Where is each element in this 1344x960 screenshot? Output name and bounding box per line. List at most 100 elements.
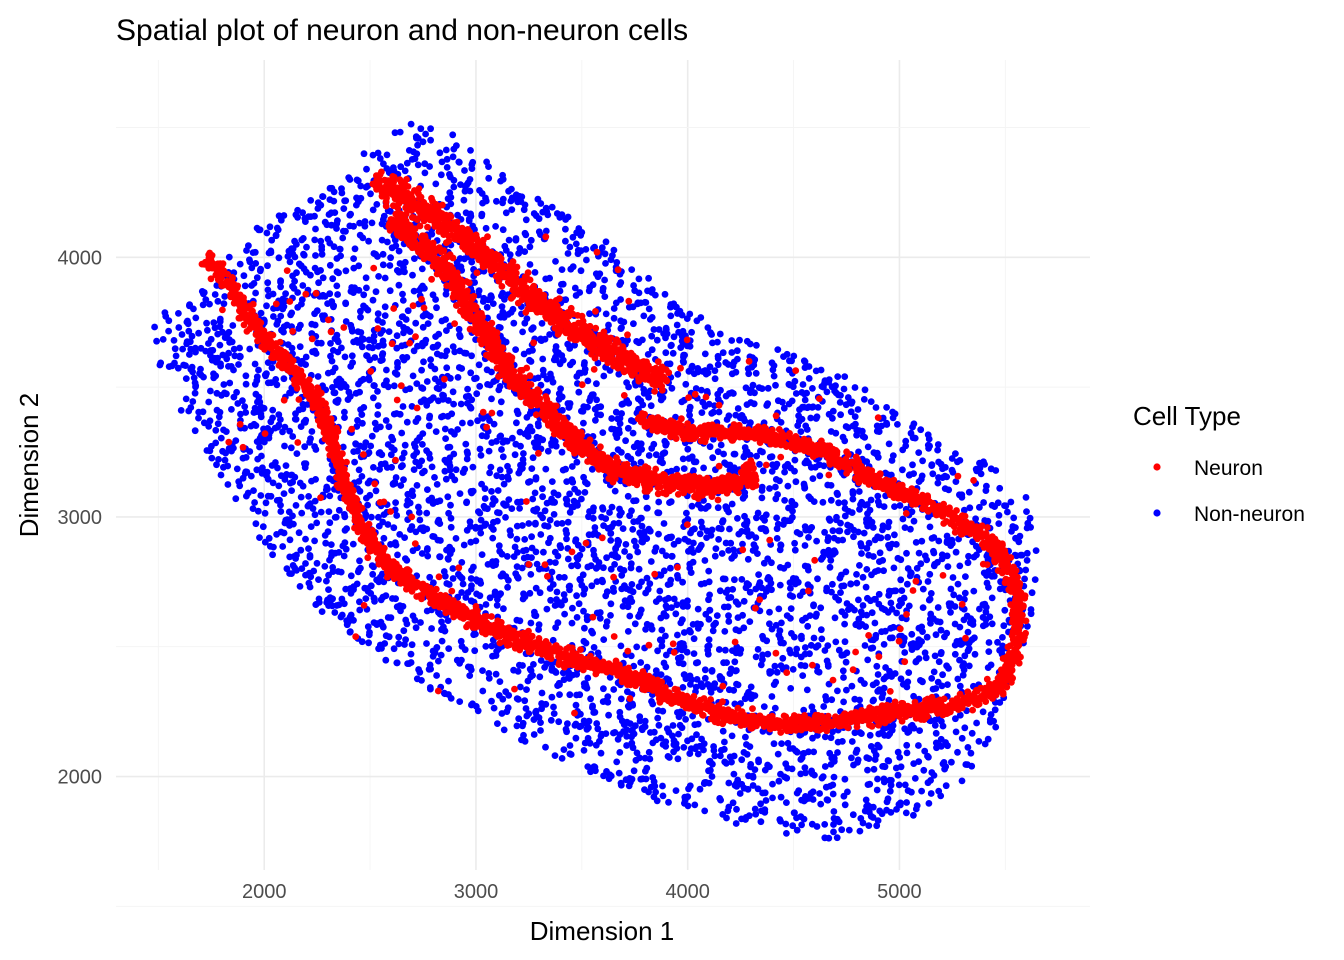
non-neuron-point [661,449,669,457]
non-neuron-point [496,433,504,440]
non-neuron-point [153,337,161,345]
non-neuron-point [357,329,365,336]
non-neuron-point [810,602,817,610]
non-neuron-point [920,766,928,774]
non-neuron-point [744,785,752,793]
non-neuron-point [700,464,707,472]
non-neuron-point [834,391,842,399]
non-neuron-point [961,724,969,732]
non-neuron-point [771,704,779,712]
non-neuron-point [280,490,288,497]
non-neuron-point [263,229,271,237]
non-neuron-point [182,395,190,403]
non-neuron-point [637,440,645,448]
non-neuron-point [870,765,878,773]
non-neuron-point [717,752,724,760]
non-neuron-point [538,689,546,697]
non-neuron-point [548,693,556,701]
non-neuron-point [519,460,527,467]
non-neuron-point [315,576,322,583]
non-neuron-point [493,601,501,609]
non-neuron-point [645,274,652,282]
non-neuron-point [759,525,767,532]
non-neuron-point [326,519,334,527]
non-neuron-point [775,605,783,613]
non-neuron-point [513,535,521,543]
non-neuron-point [279,543,287,550]
non-neuron-point [528,533,535,541]
non-neuron-point [282,290,289,298]
non-neuron-point [987,711,995,718]
non-neuron-point [586,310,593,318]
non-neuron-point [903,799,910,806]
non-neuron-point [830,808,838,815]
non-neuron-point [685,455,693,462]
non-neuron-point [311,537,318,545]
non-neuron-point [928,675,936,682]
non-neuron-point [437,352,445,359]
non-neuron-point [658,642,666,650]
non-neuron-point [499,226,507,234]
non-neuron-point [617,642,625,650]
non-neuron-point [822,696,830,704]
non-neuron-point [610,686,618,693]
non-neuron-point [758,483,766,491]
non-neuron-point [214,420,222,428]
non-neuron-point [214,330,222,338]
non-neuron-point [715,536,722,543]
non-neuron-point [537,200,545,207]
non-neuron-point [217,360,224,368]
non-neuron-point [706,443,714,451]
non-neuron-point [952,450,959,457]
non-neuron-point [673,465,680,473]
non-neuron-point [596,609,604,616]
non-neuron-point [568,562,575,570]
non-neuron-point [797,428,805,435]
non-neuron-point [323,577,330,585]
non-neuron-point [704,324,712,331]
non-neuron-point [336,245,344,253]
non-neuron-point [834,749,841,756]
non-neuron-point [928,462,936,469]
non-neuron-point [563,530,570,537]
non-neuron-point [559,356,567,364]
non-neuron-point [303,243,310,251]
non-neuron-point [821,733,829,741]
non-neuron-point [272,376,280,383]
non-neuron-point [918,638,925,645]
non-neuron-point [184,317,191,325]
non-neuron-point [630,518,638,526]
non-neuron-point [814,642,822,649]
non-neuron-point [311,212,318,220]
non-neuron-point [435,657,442,665]
non-neuron-point [891,670,899,677]
non-neuron-point [853,579,861,587]
non-neuron-point [624,492,632,500]
non-neuron-point [896,502,904,509]
non-neuron-point [393,332,401,340]
non-neuron-point [216,318,224,325]
non-neuron-point [659,782,666,790]
non-neuron-point [504,704,512,712]
non-neuron-point [728,349,736,356]
non-neuron-point [375,578,383,586]
non-neuron-point [477,452,485,459]
non-neuron-point [300,418,308,426]
non-neuron-point [761,766,769,774]
non-neuron-point [1023,508,1030,515]
non-neuron-point [444,493,452,501]
non-neuron-point [902,442,910,450]
non-neuron-point [943,629,951,637]
non-neuron-point [395,640,403,648]
non-neuron-point [431,365,439,373]
non-neuron-point [858,550,865,557]
non-neuron-point [314,339,321,347]
non-neuron-point [869,697,877,705]
non-neuron-point [791,546,799,554]
non-neuron-point [387,254,394,262]
non-neuron-point [1017,551,1025,559]
non-neuron-point [277,312,285,320]
non-neuron-point [964,744,972,751]
non-neuron-point [804,622,812,630]
non-neuron-point [239,454,247,462]
